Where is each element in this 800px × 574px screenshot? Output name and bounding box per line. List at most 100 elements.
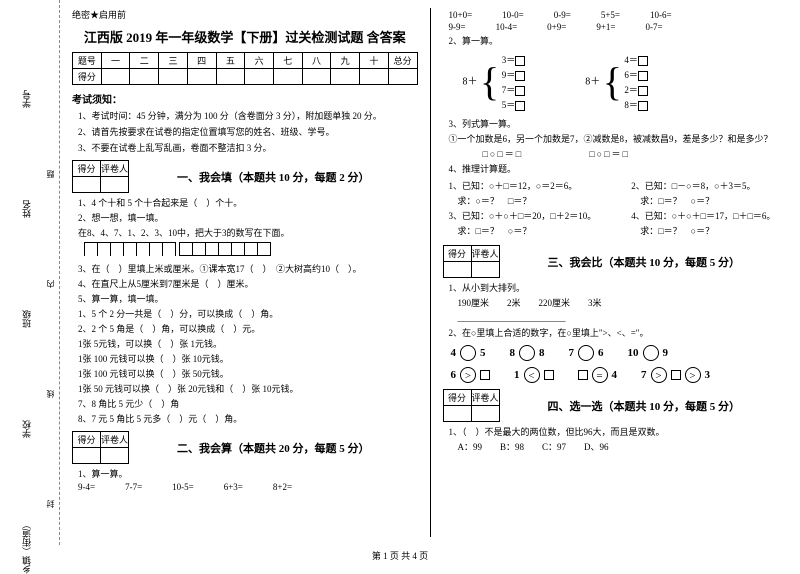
answer-grid[interactable] [84, 242, 418, 259]
ans-box[interactable] [515, 101, 525, 111]
n: 7 [569, 347, 575, 359]
th: 五 [216, 53, 245, 69]
ans-box[interactable] [638, 101, 648, 111]
ans-box[interactable] [480, 370, 490, 380]
n: 1 [514, 369, 520, 381]
th: 总分 [388, 53, 417, 69]
scorebox-blank[interactable] [443, 406, 471, 422]
brace-label: 8＋ [463, 76, 478, 87]
bl: 5＝ [502, 100, 516, 110]
ans-box[interactable] [515, 86, 525, 96]
n: 5 [480, 347, 486, 359]
comp-row-1: 45 88 76 109 [451, 345, 789, 361]
op-circle[interactable] [578, 345, 594, 361]
bl: 8＝ [624, 100, 638, 110]
ans-box[interactable] [515, 56, 525, 66]
n: 7 [641, 369, 647, 381]
q4r4: 求：□＝？ ○＝？ [631, 224, 788, 237]
scorebox-blank[interactable] [471, 406, 499, 422]
left-column: 绝密★启用前 江西版 2019 年一年级数学【下册】过关检测试题 含答案 题号 … [60, 0, 430, 545]
ans-box[interactable] [638, 71, 648, 81]
op-circle[interactable] [519, 345, 535, 361]
section3-head: 得分 评卷人 三、我会比（本题共 10 分，每题 5 分） [443, 245, 789, 278]
td-blank[interactable] [388, 69, 417, 85]
calc-row2: 10+0= 10-0= 0-9= 5+5= 10-6= [449, 10, 789, 20]
eq: 9-9= [449, 22, 466, 32]
op-circle: = [592, 367, 608, 383]
q1-5-8: 8、7 元 5 角比 5 元多（ ）元（ ）角。 [78, 412, 418, 425]
scorebox-blank[interactable] [73, 448, 101, 464]
eq: 9+1= [596, 22, 615, 32]
th: 一 [101, 53, 130, 69]
td-blank[interactable] [187, 69, 216, 85]
th: 二 [130, 53, 159, 69]
th: 四 [187, 53, 216, 69]
binding-label-1: 乡镇（街道） [20, 520, 33, 574]
eq: 7-7= [125, 482, 142, 492]
scorebox-blank[interactable] [101, 177, 129, 193]
op-circle[interactable] [643, 345, 659, 361]
page-footer: 第 1 页 共 4 页 [0, 549, 800, 562]
td-blank[interactable] [216, 69, 245, 85]
td-blank[interactable] [360, 69, 389, 85]
instr-3: 3、不要在试卷上乱写乱画，卷面不整洁扣 3 分。 [78, 141, 418, 154]
q4l2: 求：○＝？ □＝？ [449, 194, 606, 207]
td-blank[interactable] [331, 69, 360, 85]
op-circle[interactable] [460, 345, 476, 361]
bl: 2＝ [624, 85, 638, 95]
q2-4: 4、推理计算题。 [449, 162, 789, 175]
scorebox-blank[interactable] [471, 262, 499, 278]
ans-box[interactable] [515, 71, 525, 81]
td-label: 得分 [73, 69, 102, 85]
q1-5-5: 1张 100 元钱可以换（ ）张 50元钱。 [78, 367, 418, 380]
instr-1: 1、考试时间：45 分钟，满分为 100 分（含卷面分 3 分），附加题单独 2… [78, 109, 418, 122]
n: 9 [663, 347, 669, 359]
binding-small-3: 内 [45, 280, 56, 288]
section3-title: 三、我会比（本题共 10 分，每题 5 分） [500, 254, 789, 270]
eq: 0+9= [547, 22, 566, 32]
n: 4 [612, 369, 618, 381]
scorebox-blank[interactable] [101, 448, 129, 464]
th: 七 [273, 53, 302, 69]
bl: 4＝ [624, 55, 638, 65]
scorebox-blank[interactable] [73, 177, 101, 193]
scorebox-label: 评卷人 [471, 390, 499, 406]
td-blank[interactable] [302, 69, 331, 85]
scorebox-blank[interactable] [443, 262, 471, 278]
instr-2: 2、请首先按要求在试卷的指定位置填写您的姓名、班级、学号。 [78, 125, 418, 138]
paper-title: 江西版 2019 年一年级数学【下册】过关检测试题 含答案 [72, 27, 418, 46]
td-blank[interactable] [245, 69, 274, 85]
ans-box[interactable] [578, 370, 588, 380]
comp-row-2: 6> 1< =4 7>>3 [451, 367, 789, 383]
s3-q2: 2、在○里填上合适的数字，在○里填上">、<、="。 [449, 326, 789, 339]
ans-box[interactable] [544, 370, 554, 380]
binding-label-3: 班级 [20, 310, 33, 328]
td-blank[interactable] [101, 69, 130, 85]
eq: 10-6= [650, 10, 672, 20]
th: 三 [159, 53, 188, 69]
s3-q1: 1、从小到大排列。 [449, 281, 789, 294]
right-column: 10+0= 10-0= 0-9= 5+5= 10-6= 9-9= 10-4= 0… [431, 0, 800, 545]
td-blank[interactable] [159, 69, 188, 85]
calc-row1: 9-4= 7-7= 10-5= 6+3= 8+2= [78, 482, 418, 492]
td-blank[interactable] [273, 69, 302, 85]
th: 六 [245, 53, 274, 69]
th: 九 [331, 53, 360, 69]
ans-box[interactable] [638, 56, 648, 66]
scorebox-label: 得分 [73, 432, 101, 448]
n: 6 [451, 369, 457, 381]
eq: 10-0= [502, 10, 524, 20]
op-circle: > [460, 367, 476, 383]
q2-2: 2、算一算。 [449, 34, 789, 47]
q4r2: 求：□＝？ ○＝？ [631, 194, 788, 207]
td-blank[interactable] [130, 69, 159, 85]
brace-row: 8＋ { 3＝ 9＝ 7＝ 5＝ 8＋ { 4＝ 6＝ 2＝ 8＝ [463, 51, 789, 113]
ans-box[interactable] [638, 86, 648, 96]
bl: 9＝ [502, 70, 516, 80]
q2-1: 1、算一算。 [78, 467, 418, 480]
instructions-title: 考试须知： [72, 91, 418, 106]
ans-box[interactable] [671, 370, 681, 380]
q2-3: 3、列式算一算。 [449, 117, 789, 130]
q2-3a: ①一个加数是6，另一个加数是7，②减数是8，被减数昌9，差是多少？和是多少？ [449, 132, 789, 145]
scorebox-label: 评卷人 [471, 246, 499, 262]
